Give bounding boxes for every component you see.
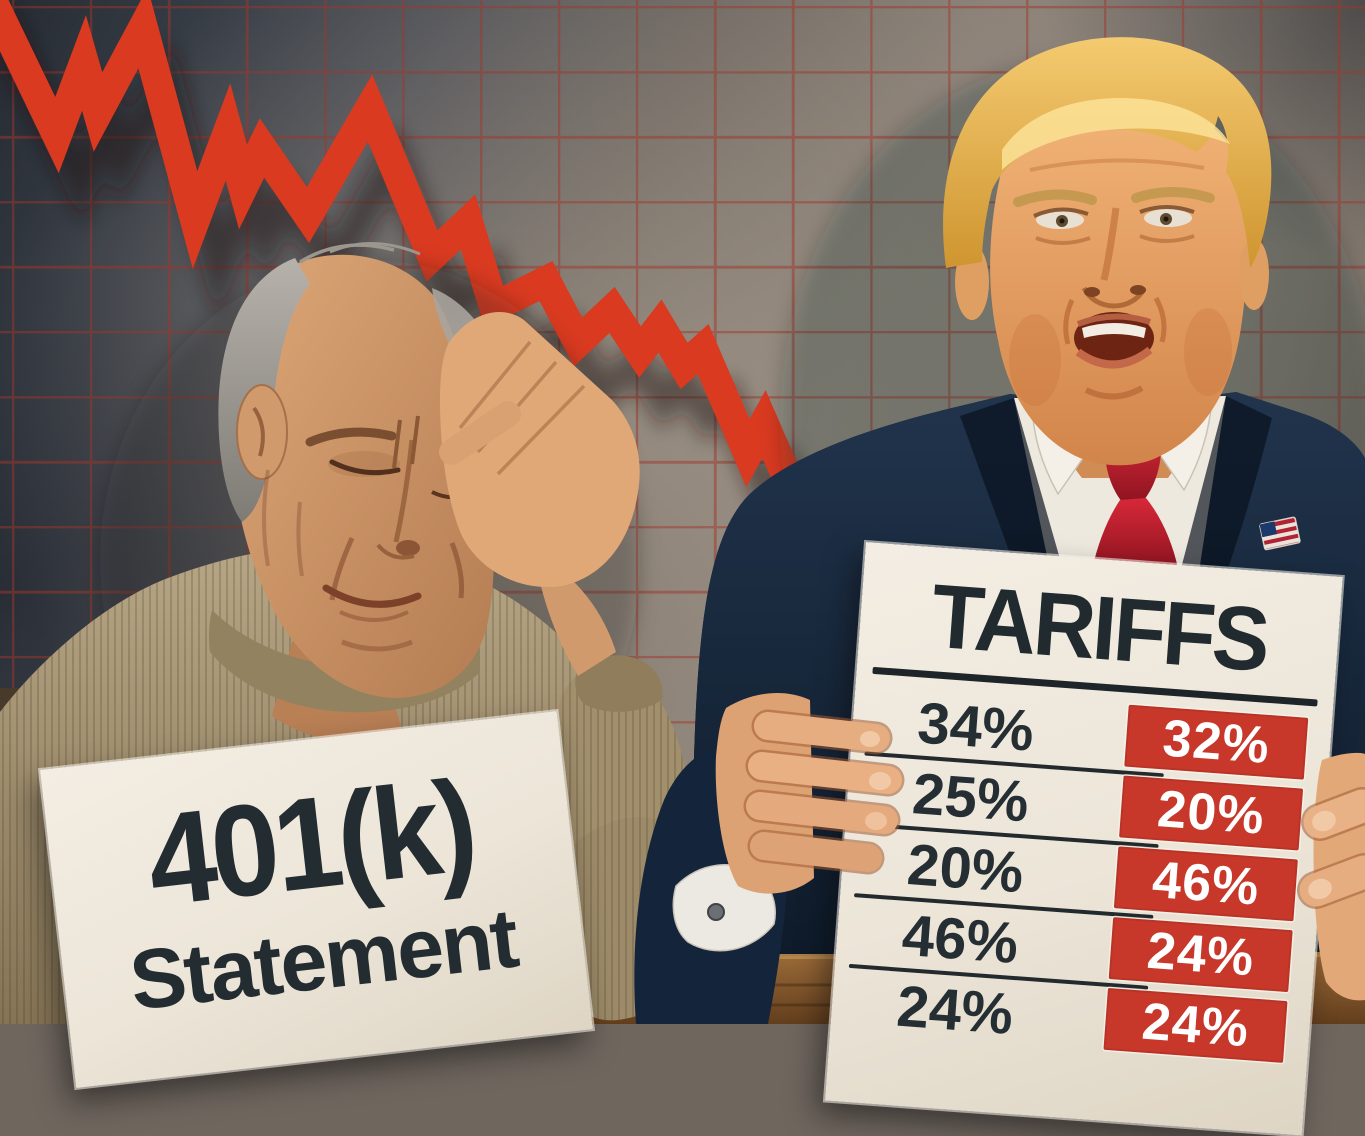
fingernail <box>869 772 891 790</box>
trump-right-hand <box>1305 753 1365 1000</box>
fingernail <box>860 731 880 747</box>
fingernail <box>865 812 887 830</box>
meme-composite: { "scene": { "description": "Political m… <box>0 0 1365 1024</box>
cufflink <box>708 904 724 920</box>
scene-foreground <box>0 0 1365 1024</box>
trump-left-arm <box>634 693 891 1024</box>
